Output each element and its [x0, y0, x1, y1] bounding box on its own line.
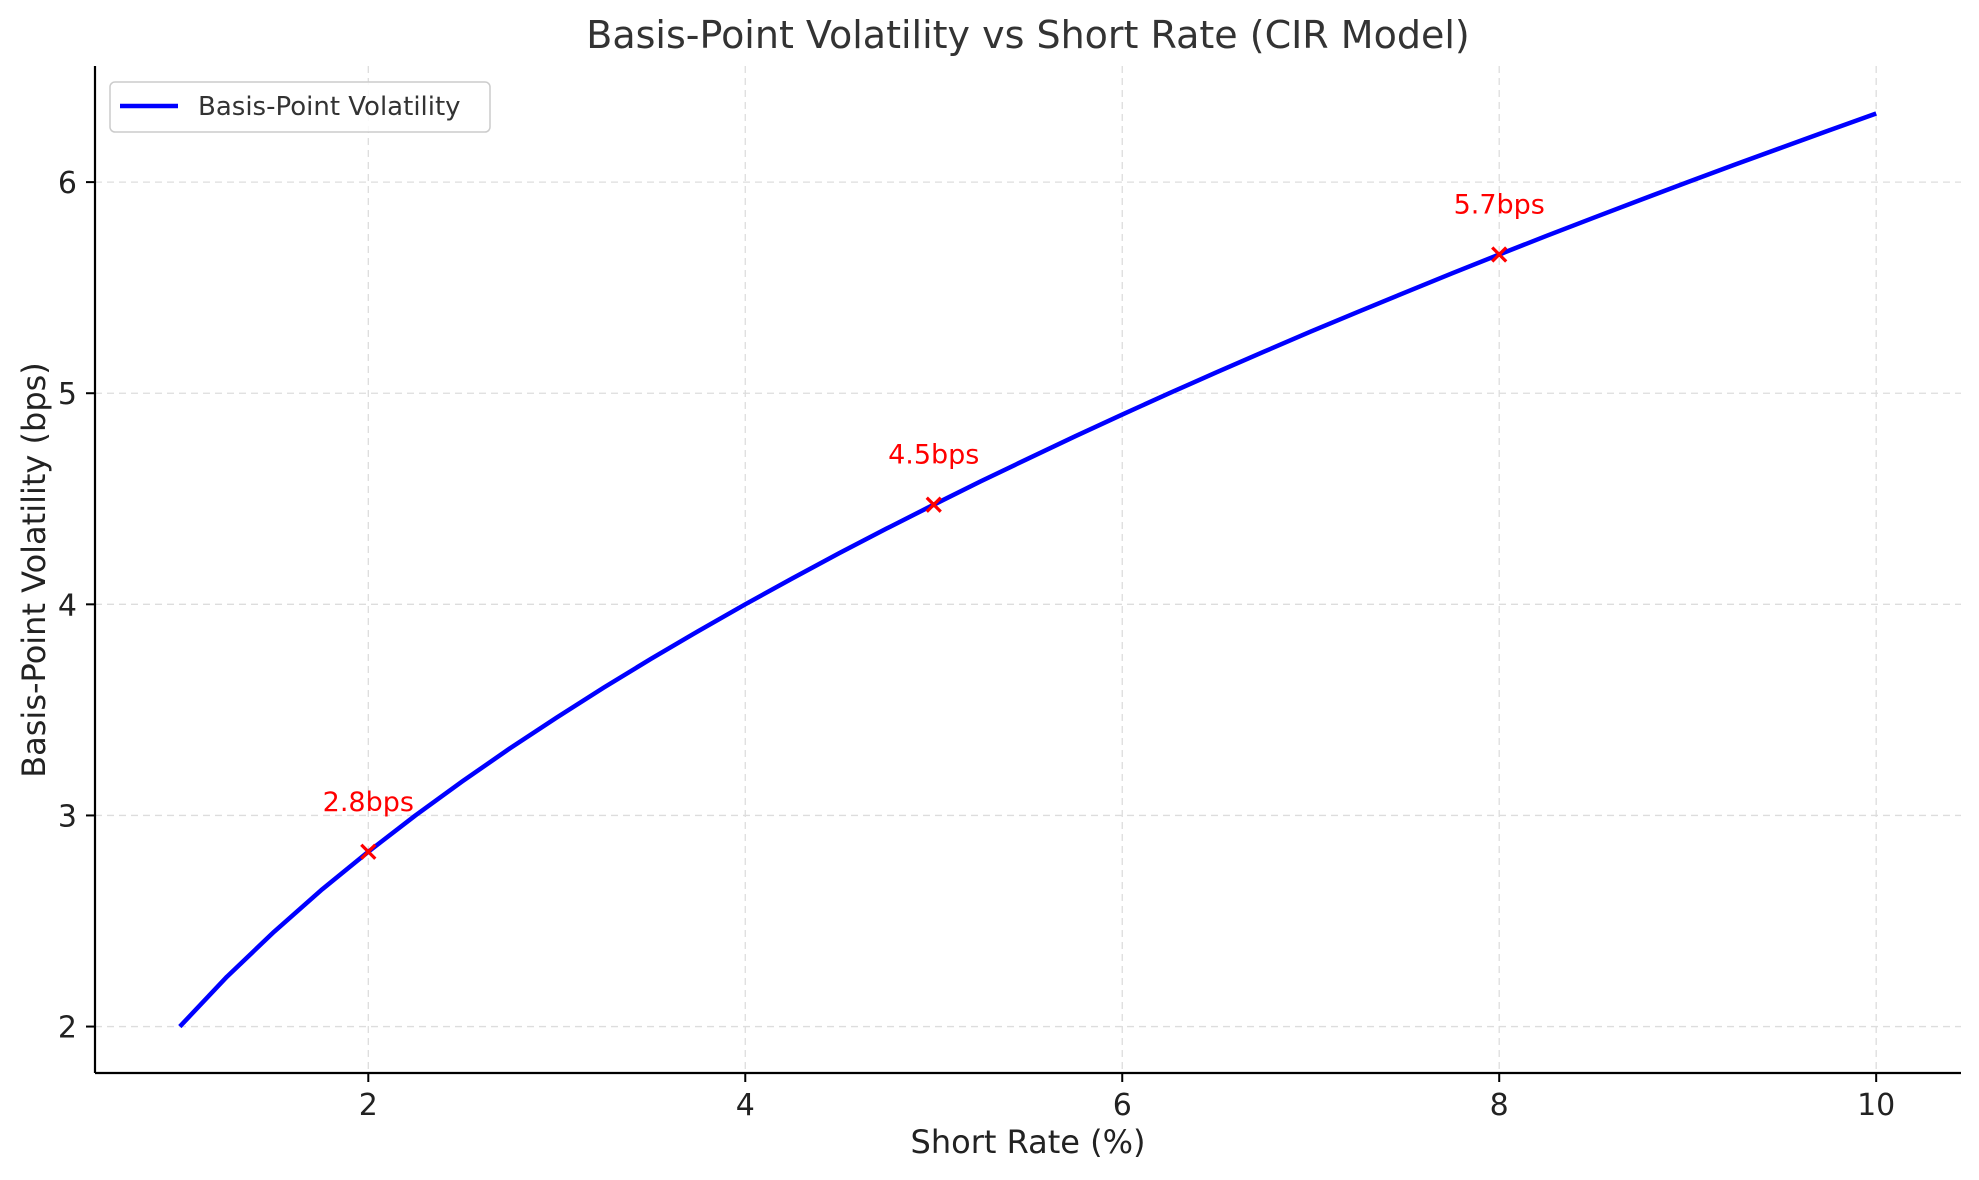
x-tick-label: 8: [1490, 1088, 1509, 1123]
y-axis-label: Basis-Point Volatility (bps): [15, 362, 53, 778]
x-marker: [925, 496, 942, 513]
marker-0: [360, 843, 377, 860]
y-tick-label: 4: [58, 588, 77, 623]
x-tick-label: 2: [359, 1088, 378, 1123]
annotation-label: 2.8bps: [323, 787, 414, 818]
x-tick-label: 6: [1113, 1088, 1132, 1123]
y-tick-label: 5: [58, 377, 77, 412]
legend: Basis-Point Volatility: [109, 81, 491, 133]
chart-title: Basis-Point Volatility vs Short Rate (CI…: [586, 13, 1469, 57]
annotation-label: 4.5bps: [888, 440, 979, 471]
x-axis-label: Short Rate (%): [911, 1123, 1146, 1161]
marker-1: [925, 496, 942, 513]
axes: [93, 66, 1961, 1075]
series-line-0: [178, 111, 1877, 1029]
legend-box: [109, 81, 491, 133]
legend-label: Basis-Point Volatility: [198, 92, 461, 122]
x-tick-label: 4: [736, 1088, 755, 1123]
x-marker: [1491, 246, 1508, 263]
y-tick-label: 6: [58, 166, 77, 201]
marker-2: [1491, 246, 1508, 263]
series-layer: [178, 111, 1877, 1029]
x-marker: [360, 843, 377, 860]
annotation-label: 5.7bps: [1454, 190, 1545, 221]
marker-layer: 2.8bps 4.5bps 5.7bps: [323, 190, 1545, 860]
y-tick-label: 2: [58, 1011, 77, 1046]
x-tick-label: 10: [1857, 1088, 1895, 1123]
y-tick-label: 3: [58, 799, 77, 834]
ticks: 2 4 6 8 10 2 3 4 5 6: [58, 166, 1895, 1123]
